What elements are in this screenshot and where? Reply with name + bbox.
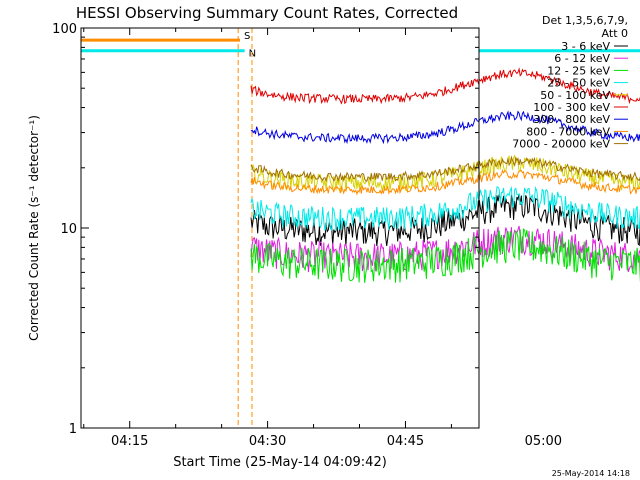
series-line-8 [250,155,640,183]
legend-label-4: 50 - 100 keV [540,89,610,102]
series-line-2 [250,228,640,283]
legend-label-7: 800 - 7000 keV [526,125,610,138]
series-line-6 [250,110,640,145]
y-axis: 1 10 100 [52,22,479,437]
y-axis-label: Corrected Count Rate (s⁻¹ detector⁻¹) [27,115,41,341]
x-axis-label: Start Time (25-May-14 04:09:42) [173,455,387,470]
y-tick-label: 1 [69,422,77,437]
x-tick-label: 04:30 [249,434,286,449]
legend-header-line-1: Det 1,3,5,6,7,9, [542,14,628,27]
legend-label-2: 12 - 25 keV [547,64,610,77]
chart-title: HESSI Observing Summary Count Rates, Cor… [76,4,458,22]
series-line-7 [250,169,640,196]
series-line-3 [250,185,640,231]
y-tick-label: 10 [60,222,77,237]
plot-area: SN [80,28,640,428]
legend-label-8: 7000 - 20000 keV [512,138,610,151]
x-tick-label: 04:15 [111,434,148,449]
series-line-0 [250,193,640,247]
flag-label-S: S [244,31,250,42]
legend-label-6: 300 - 800 keV [533,113,610,126]
x-tick-label: 05:00 [525,434,562,449]
x-tick-label: 04:45 [387,434,424,449]
legend-header-line-2: Att 0 [602,27,628,40]
legend-label-3: 25 - 50 keV [547,77,610,90]
legend-label-0: 3 - 6 keV [561,40,610,53]
series-line-5 [250,67,640,105]
legend-label-1: 6 - 12 keV [554,52,610,65]
y-tick-label: 100 [52,22,77,37]
footer-date: 25-May-2014 14:18 [552,469,630,478]
legend-label-5: 100 - 300 keV [533,101,610,114]
